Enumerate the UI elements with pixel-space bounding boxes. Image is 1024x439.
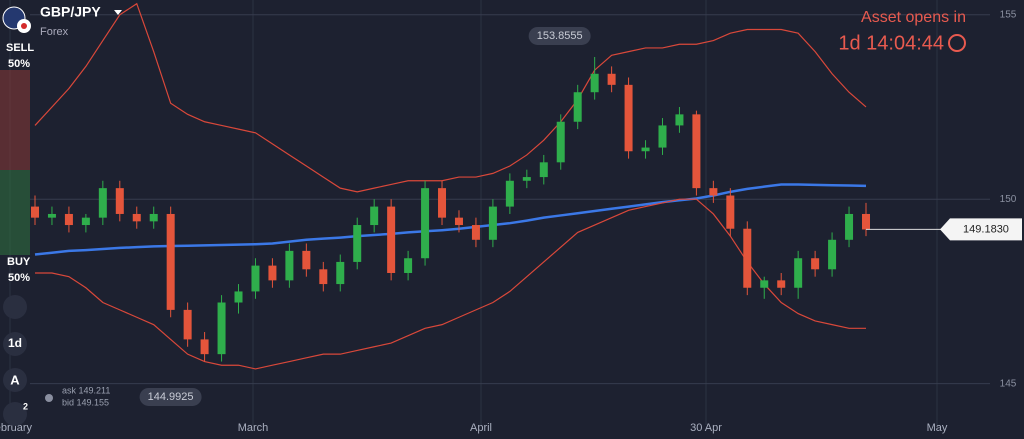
candle-body [132, 213, 141, 222]
indicator-line [34, 2, 867, 193]
candle-body [726, 195, 735, 229]
flag-jp-dot [21, 23, 27, 29]
opens-label: Asset opens in [861, 9, 966, 26]
candle-body [421, 188, 430, 259]
candle-body [149, 213, 158, 222]
candle-body [183, 309, 192, 340]
low-label: 144.9925 [148, 391, 194, 403]
candle-body [607, 73, 616, 85]
indicator-line [35, 198, 866, 370]
x-label: February [0, 422, 33, 434]
candle-body [709, 188, 718, 196]
candle-body [760, 280, 769, 288]
candle-body [454, 217, 463, 226]
current-price: 149.1830 [963, 223, 1009, 235]
candle-body [658, 125, 667, 148]
ask: ask 149.211 [62, 385, 110, 395]
candle-body [522, 177, 531, 181]
chart-type-btn[interactable] [3, 295, 27, 319]
candle-body [47, 213, 56, 218]
pair[interactable]: GBP/JPY [40, 4, 101, 20]
x-label: May [927, 422, 948, 434]
draw-btn[interactable] [3, 368, 27, 392]
candle-body [115, 188, 124, 214]
candle-body [862, 213, 870, 230]
y-tick-label: 145 [1000, 378, 1017, 389]
candle-body [777, 280, 786, 288]
high-label-box [528, 26, 591, 45]
x-label: March [238, 422, 269, 434]
candle-body [811, 258, 820, 270]
candle-body [64, 213, 73, 226]
candle-body [353, 225, 362, 262]
candle-body [828, 239, 837, 270]
buy: BUY [7, 256, 31, 268]
bid: bid 149.155 [62, 397, 109, 407]
buy-pct: 50% [8, 272, 30, 284]
candle-body [166, 213, 175, 310]
candle-body [471, 225, 480, 240]
candle-body [200, 339, 209, 355]
candle-body [590, 73, 599, 93]
candle-body [743, 228, 752, 288]
candle-body [794, 258, 803, 288]
period-btn[interactable] [3, 332, 27, 356]
candle-body [370, 206, 379, 226]
draw-icon: A [10, 372, 20, 387]
candle-body [98, 188, 107, 218]
candle-body [675, 114, 684, 126]
candle-body [539, 162, 548, 178]
candle-body [268, 265, 277, 281]
candle-body [641, 147, 650, 152]
candle-body [319, 269, 328, 285]
x-label: 30 Apr [690, 422, 722, 434]
candle-body [404, 258, 413, 273]
timer-icon [948, 34, 966, 52]
candle-body [234, 291, 243, 303]
y-tick-label: 155 [1000, 9, 1017, 20]
market: Forex [40, 26, 69, 38]
sell: SELL [6, 42, 34, 54]
high-label: 153.8555 [537, 30, 583, 42]
candle-body [488, 206, 497, 240]
buy-strip [0, 170, 30, 255]
candle-body [624, 84, 633, 152]
candle-body [573, 92, 582, 122]
period[interactable]: 1d [8, 336, 22, 350]
sell-strip [0, 70, 30, 170]
candle-body [387, 206, 396, 273]
candle-body [31, 206, 39, 218]
current-price-box [940, 218, 1022, 241]
candle-body [845, 213, 854, 240]
indicators-btn[interactable] [3, 402, 27, 426]
info-icon [45, 394, 53, 402]
candle-body [81, 217, 90, 226]
candle-body [336, 261, 345, 285]
x-label: April [470, 422, 492, 434]
badge: 2 [23, 401, 28, 411]
candle-body [505, 180, 514, 207]
candle-body [251, 265, 260, 292]
candle-body [438, 188, 447, 218]
candle-body [302, 250, 311, 270]
candle-body [217, 302, 226, 355]
dropdown[interactable] [114, 10, 122, 15]
candle-body [556, 121, 565, 163]
candle-body [285, 250, 294, 281]
sell-pct: 50% [8, 58, 30, 70]
candle-body [692, 114, 701, 189]
low-label-box [139, 387, 202, 406]
y-tick-label: 150 [1000, 194, 1017, 205]
timer: 1d 14:04:44 [838, 32, 944, 54]
